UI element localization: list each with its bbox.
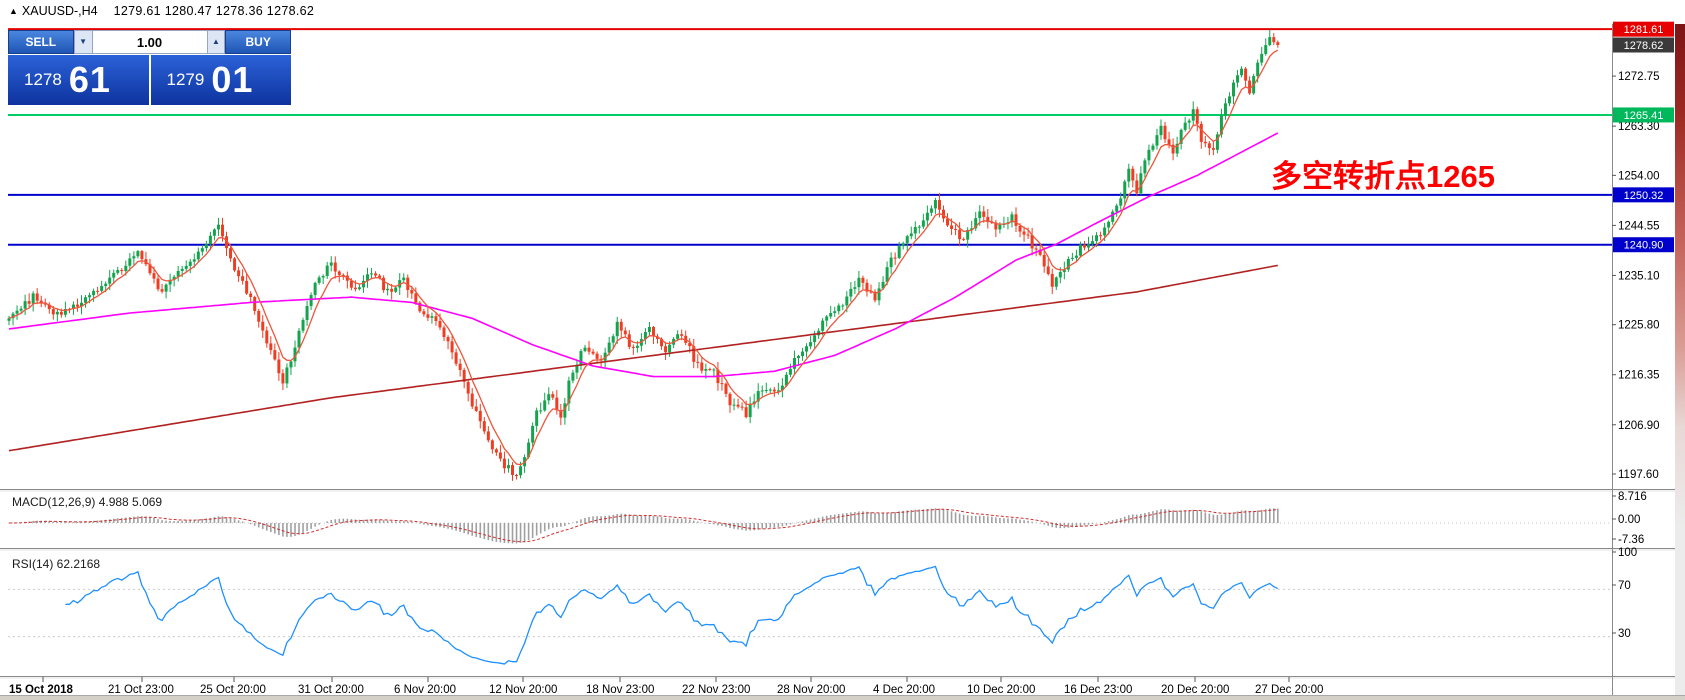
svg-text:1206.90: 1206.90 — [1618, 420, 1660, 432]
price-level-badge: 1281.61 — [1613, 21, 1674, 37]
buy-price-pips: 01 — [211, 59, 254, 100]
buy-price-main: 1279 — [166, 70, 205, 89]
chart-ohlc-values: 1279.61 1280.47 1278.36 1278.62 — [113, 4, 315, 18]
svg-text:100: 100 — [1618, 547, 1637, 559]
svg-text:70: 70 — [1618, 580, 1631, 592]
volume-increase-button[interactable]: ▲ — [206, 30, 226, 54]
ma-medium-line — [8, 132, 1279, 378]
time-axis-label: 18 Nov 23:00 — [586, 684, 654, 696]
panel-dividers — [0, 24, 1675, 696]
time-axis[interactable]: 15 Oct 2018 21 Oct 23:00 25 Oct 20:00 31 Oc… — [9, 677, 1323, 696]
svg-text:1272.75: 1272.75 — [1618, 71, 1660, 83]
sell-price-pips: 61 — [68, 59, 111, 100]
svg-text:1278.62: 1278.62 — [1624, 40, 1664, 52]
time-axis-label: 10 Dec 20:00 — [967, 684, 1035, 696]
order-entry-row: SELL ▼ ▲ BUY — [8, 30, 291, 54]
candles-layer — [7, 29, 1280, 481]
time-axis-label: 6 Nov 20:00 — [394, 684, 456, 696]
volume-input[interactable] — [92, 30, 207, 54]
time-axis-label: 27 Dec 20:00 — [1255, 684, 1323, 696]
price-display-row: 1278 61 1279 01 — [8, 55, 291, 105]
rsi-line — [65, 565, 1279, 665]
price-level-badge: 1250.32 — [1613, 187, 1674, 203]
macd-indicator-label: MACD(12,26,9) 4.988 5.069 — [12, 495, 163, 509]
chart-title: ▲ XAUUSD-,H4 1279.61 1280.47 1278.36 1278.… — [9, 4, 314, 18]
svg-text:-7.36: -7.36 — [1618, 534, 1644, 546]
svg-text:1250.32: 1250.32 — [1624, 190, 1664, 202]
volume-decrease-button[interactable]: ▼ — [73, 30, 93, 54]
ma-fast-line — [8, 49, 1279, 466]
window-bottom-edge — [0, 695, 1685, 700]
svg-text:1235.10: 1235.10 — [1618, 270, 1660, 282]
time-axis-label: 15 Oct 2018 — [9, 684, 74, 696]
triangle-up-icon: ▲ — [9, 6, 18, 16]
time-axis-label: 21 Oct 23:00 — [108, 684, 174, 696]
price-level-badge: 1265.41 — [1613, 107, 1674, 123]
level-lines-layer — [8, 28, 1612, 246]
chart-annotation: 多空转折点1265 — [1271, 159, 1495, 194]
time-axis-label: 12 Nov 20:00 — [489, 684, 557, 696]
time-axis-label: 16 Dec 23:00 — [1064, 684, 1132, 696]
sell-button[interactable]: SELL — [8, 30, 74, 54]
svg-text:1240.90: 1240.90 — [1624, 240, 1664, 252]
chevron-up-icon: ▲ — [211, 37, 220, 46]
svg-text:1254.00: 1254.00 — [1618, 170, 1660, 182]
price-level-badge: 1278.62 — [1613, 37, 1674, 53]
svg-text:0.00: 0.00 — [1618, 514, 1640, 526]
buy-button[interactable]: BUY — [225, 30, 291, 54]
price-level-badge: 1240.90 — [1613, 237, 1674, 253]
macd-signal-line — [9, 508, 1278, 543]
svg-text:1225.80: 1225.80 — [1618, 320, 1660, 332]
sell-price-display[interactable]: 1278 61 — [8, 55, 149, 105]
time-axis-label: 22 Nov 23:00 — [682, 684, 750, 696]
svg-text:1216.35: 1216.35 — [1618, 370, 1660, 382]
macd-histogram — [12, 508, 1279, 544]
time-axis-label: 20 Dec 20:00 — [1161, 684, 1229, 696]
svg-text:1244.55: 1244.55 — [1618, 220, 1660, 232]
time-axis-label: 28 Nov 20:00 — [777, 684, 845, 696]
time-axis-label: 25 Oct 20:00 — [200, 684, 266, 696]
buy-price-display[interactable]: 1279 01 — [150, 55, 291, 105]
ma-slow-line — [8, 264, 1278, 452]
sell-price-main: 1278 — [24, 70, 62, 89]
svg-text:1197.60: 1197.60 — [1618, 469, 1659, 481]
rsi-levels — [8, 588, 1612, 638]
time-axis-label: 31 Oct 20:00 — [298, 684, 364, 696]
svg-text:1265.41: 1265.41 — [1624, 110, 1664, 122]
chart-symbol-period: XAUUSD-,H4 — [21, 4, 98, 18]
rsi-indicator-label: RSI(14) 62.2168 — [12, 557, 101, 571]
svg-text:8.716: 8.716 — [1618, 491, 1647, 503]
one-click-trading-panel: SELL ▼ ▲ BUY 1278 61 1279 01 — [8, 30, 291, 105]
price-axis[interactable]: 1272.75 1263.30 1254.00 1244.55 1235.10 1225.… — [1612, 21, 1674, 481]
svg-text:1281.61: 1281.61 — [1624, 24, 1664, 36]
time-axis-label: 4 Dec 20:00 — [873, 684, 935, 696]
chevron-down-icon: ▼ — [79, 37, 88, 46]
svg-text:1263.30: 1263.30 — [1618, 121, 1660, 133]
svg-text:30: 30 — [1618, 628, 1631, 640]
vertical-scrollbar[interactable] — [1675, 24, 1685, 696]
